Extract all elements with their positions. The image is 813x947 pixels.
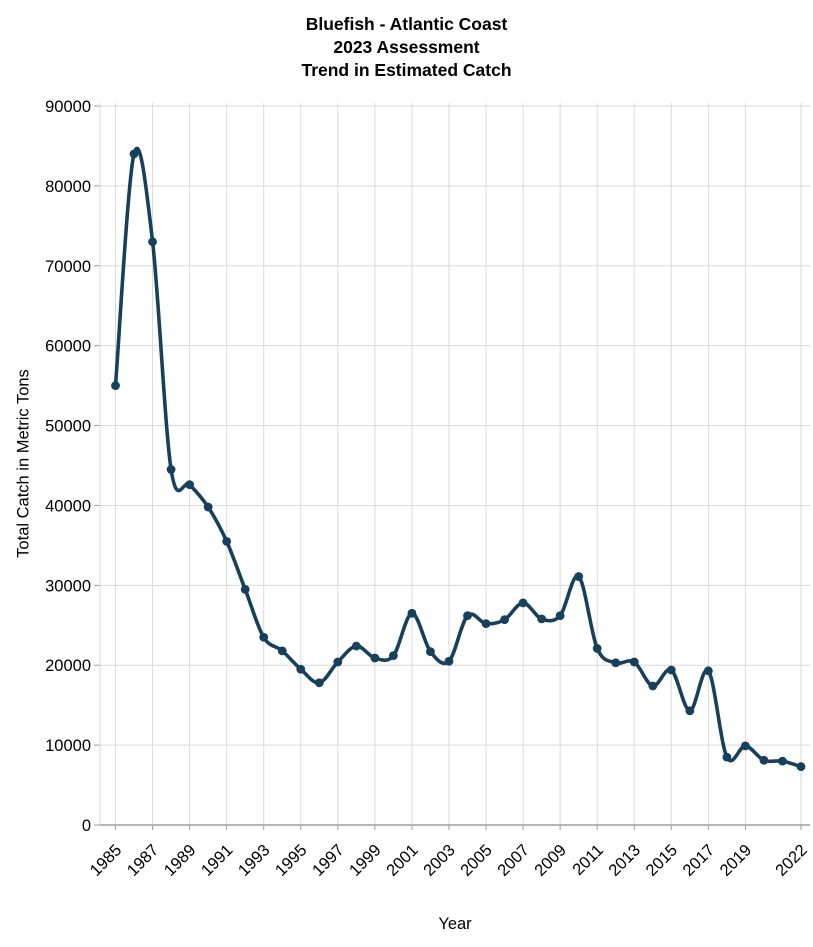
x-tick-label: 1999 (346, 841, 385, 880)
data-point-2018 (722, 752, 732, 762)
x-tick-label: 2022 (772, 841, 811, 880)
x-tick-label: 2007 (494, 841, 533, 880)
data-point-2019 (741, 741, 750, 751)
y-tick-label: 20000 (45, 657, 91, 675)
data-point-2001 (407, 608, 417, 618)
data-point-1997 (333, 657, 343, 667)
data-point-2014 (648, 681, 658, 691)
data-point-2000 (389, 651, 398, 661)
x-tick-label: 2001 (383, 841, 422, 880)
y-tick-label: 30000 (45, 577, 91, 595)
data-point-1988 (166, 465, 176, 474)
data-point-1986 (129, 149, 139, 159)
y-tick-label: 70000 (45, 258, 91, 276)
y-tick-label: 90000 (45, 98, 91, 116)
data-point-1991 (222, 536, 232, 546)
data-point-2002 (426, 647, 435, 657)
x-tick-label: 2017 (680, 841, 719, 880)
data-point-1999 (370, 653, 380, 663)
x-tick-label: 2009 (531, 841, 570, 880)
data-point-2015 (666, 665, 676, 675)
chart-title: Bluefish - Atlantic Coast 2023 Assessmen… (0, 13, 813, 82)
data-point-1987 (148, 237, 157, 247)
x-tick-label: 1995 (272, 841, 311, 880)
y-axis-title: Total Catch in Metric Tons (14, 369, 33, 558)
y-tick-label: 10000 (45, 737, 91, 755)
data-point-2009 (555, 611, 565, 621)
chart-title-line-1: Bluefish - Atlantic Coast (305, 14, 508, 34)
data-point-2005 (481, 619, 491, 629)
y-tick-label: 40000 (45, 497, 91, 515)
data-point-1992 (240, 584, 250, 594)
data-point-1998 (351, 641, 361, 651)
x-tick-label: 1989 (161, 841, 200, 880)
y-tick-label: 60000 (45, 338, 91, 356)
chart-title-line-3: Trend in Estimated Catch (301, 60, 512, 80)
data-point-1989 (185, 480, 195, 490)
x-axis-title: Year (438, 915, 472, 933)
catch-trend-line (113, 146, 803, 769)
data-point-1995 (296, 664, 306, 674)
x-tick-label: 2013 (605, 841, 644, 880)
data-point-1996 (314, 678, 324, 688)
x-tick-label: 1991 (198, 841, 237, 880)
data-point-2021 (778, 756, 787, 766)
y-tick-label: 0 (82, 817, 91, 835)
x-tick-label: 1987 (124, 841, 163, 880)
data-point-2006 (500, 615, 509, 625)
x-tick-label: 2003 (420, 841, 459, 880)
data-point-2010 (574, 572, 584, 581)
data-point-2020 (759, 755, 769, 765)
y-tick-label: 50000 (45, 418, 91, 436)
x-tick-label: 2011 (569, 841, 607, 879)
data-point-2013 (629, 657, 639, 667)
x-tick-label: 1993 (235, 841, 274, 880)
data-point-2004 (463, 611, 472, 621)
x-tick-label: 2005 (457, 841, 496, 880)
data-point-2012 (611, 658, 621, 668)
data-point-1994 (277, 646, 287, 656)
data-point-1985 (111, 381, 120, 391)
data-point-2017 (703, 666, 713, 676)
y-tick-label: 80000 (45, 178, 91, 196)
data-point-2011 (592, 644, 602, 653)
x-tick-label: 1985 (87, 841, 126, 880)
data-point-2016 (685, 706, 695, 716)
data-point-2022 (796, 762, 806, 772)
data-point-2007 (518, 598, 528, 608)
x-tick-label: 2015 (642, 841, 681, 880)
x-tick-label: 2019 (717, 841, 756, 880)
chart-title-line-2: 2023 Assessment (333, 37, 480, 57)
data-point-1993 (259, 632, 269, 642)
data-point-1990 (203, 502, 213, 512)
x-tick-label: 1997 (309, 841, 348, 880)
data-point-2003 (444, 656, 454, 666)
data-point-2008 (537, 614, 547, 624)
